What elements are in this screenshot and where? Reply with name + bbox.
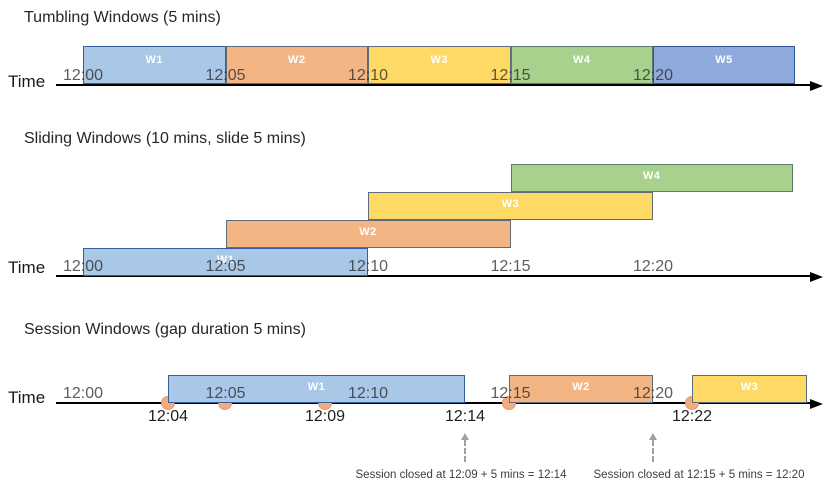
event-time-label: 12:04 [147, 408, 189, 425]
time-axis-label-tumbling: Time [8, 72, 46, 91]
tick-label: 12:10 [347, 67, 389, 84]
tick-label: 12:00 [62, 67, 104, 84]
window-bar-sliding-w3: W3 [368, 192, 653, 220]
window-label: W1 [145, 54, 163, 66]
callout-arrow-up-icon [649, 433, 657, 440]
timeline-axis-session [56, 402, 810, 404]
window-bar-tumbling-w1: W1 [83, 46, 226, 84]
timeline-axis-sliding [56, 275, 810, 277]
tick-label: 12:00 [62, 385, 104, 402]
window-label: W5 [715, 54, 733, 66]
tick-label: 12:20 [632, 385, 674, 402]
window-bar-sliding-w1: W1 [83, 248, 368, 276]
tick-label: 12:10 [347, 258, 389, 275]
callout-arrow-line [652, 440, 654, 462]
event-time-label: 12:14 [444, 408, 486, 425]
axis-arrowhead-icon [810, 272, 823, 282]
window-bar-session-w1: W1 [168, 375, 465, 403]
axis-arrowhead-icon [810, 81, 823, 91]
tick-label: 12:15 [490, 385, 531, 402]
tick-label: 12:05 [205, 385, 246, 402]
window-bar-tumbling-w4: W4 [510, 46, 653, 84]
callout-arrow-line [464, 440, 466, 462]
section-title-session: Session Windows (gap duration 5 mins) [24, 321, 306, 338]
event-time-label: 12:22 [671, 408, 713, 425]
window-label: W1 [216, 254, 235, 266]
window-bar-tumbling-w2: W2 [225, 46, 368, 84]
tick-label: 12:15 [490, 67, 531, 84]
window-bar-session-w3: W3 [692, 375, 807, 403]
window-label: W4 [643, 170, 661, 182]
window-label: W2 [288, 54, 306, 66]
window-bar-session-w2: W2 [509, 375, 653, 403]
window-label: W1 [307, 381, 326, 393]
window-label: W2 [359, 226, 377, 238]
tick-label: 12:20 [632, 258, 674, 275]
section-title-tumbling: Tumbling Windows (5 mins) [24, 9, 221, 26]
callout-text: Session closed at 12:09 + 5 mins = 12:14 [355, 469, 567, 481]
tick-label: 12:05 [205, 258, 246, 275]
time-axis-label-sliding: Time [8, 258, 46, 277]
event-time-label: 12:09 [304, 408, 346, 425]
callout-arrow-up-icon [461, 433, 469, 440]
tick-label: 12:20 [632, 67, 674, 84]
tick-label: 12:05 [205, 67, 246, 84]
axis-arrowhead-icon [810, 399, 823, 409]
window-bar-tumbling-w3: W3 [368, 46, 511, 84]
window-bar-sliding-w4: W4 [510, 164, 793, 192]
section-title-sliding: Sliding Windows (10 mins, slide 5 mins) [24, 130, 306, 147]
window-label: W3 [740, 381, 759, 393]
window-label: W3 [501, 198, 520, 210]
window-label: W2 [572, 381, 590, 393]
tick-label: 12:15 [490, 258, 531, 275]
timeline-axis-tumbling [56, 84, 810, 86]
window-bar-sliding-w2: W2 [225, 220, 511, 248]
time-axis-label-session: Time [8, 388, 46, 407]
window-label: W4 [573, 54, 591, 66]
callout-text: Session closed at 12:15 + 5 mins = 12:20 [593, 469, 805, 481]
window-label: W3 [430, 54, 448, 66]
window-bar-tumbling-w5: W5 [653, 46, 795, 84]
tick-label: 12:00 [62, 258, 104, 275]
tick-label: 12:10 [347, 385, 389, 402]
